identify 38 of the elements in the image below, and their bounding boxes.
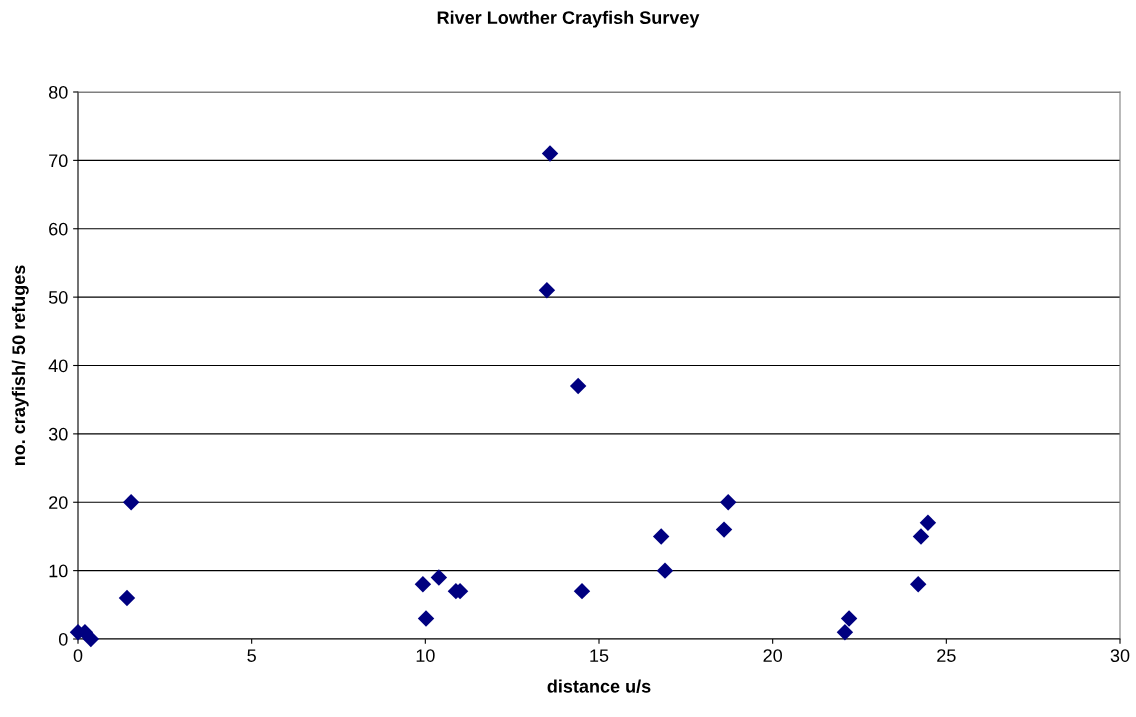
point	[430, 569, 448, 586]
point	[82, 630, 100, 648]
point	[715, 521, 733, 538]
chart-title: River Lowther Crayfish Survey	[437, 10, 700, 28]
y-axis-title: no. crayfish/ 50 refuges	[11, 265, 29, 466]
point	[541, 145, 559, 162]
y-tick-label: 20	[49, 496, 68, 509]
x-axis-title: distance u/s	[547, 679, 651, 693]
y-tick-label: 60	[49, 222, 68, 236]
point	[836, 623, 854, 641]
x-tick-label: 0	[73, 649, 83, 662]
point	[417, 610, 435, 627]
x-tick-label: 15	[590, 649, 609, 662]
point	[118, 589, 136, 607]
point	[414, 576, 432, 593]
x-tick-label: 25	[937, 649, 956, 662]
y-tick-label: 0	[58, 632, 68, 646]
point	[652, 528, 670, 545]
point	[912, 528, 930, 545]
x-tick-label: 10	[416, 649, 435, 662]
y-tick-label: 50	[48, 291, 68, 304]
x-tick-label: 5	[247, 649, 256, 662]
point	[656, 562, 674, 579]
point	[573, 582, 591, 600]
point	[840, 610, 858, 627]
y-tick-label: 40	[48, 359, 68, 373]
point	[122, 494, 140, 511]
x-tick-label: 30	[1110, 649, 1130, 662]
y-tick-label: 10	[49, 564, 68, 578]
point	[909, 576, 927, 593]
y-tick-label: 70	[49, 154, 68, 168]
point	[719, 494, 737, 511]
point	[919, 514, 937, 531]
point	[538, 282, 556, 299]
x-tick-label: 20	[763, 649, 782, 662]
point	[569, 377, 587, 395]
y-tick-label: 30	[48, 427, 68, 441]
y-tick-label: 80	[48, 85, 68, 99]
